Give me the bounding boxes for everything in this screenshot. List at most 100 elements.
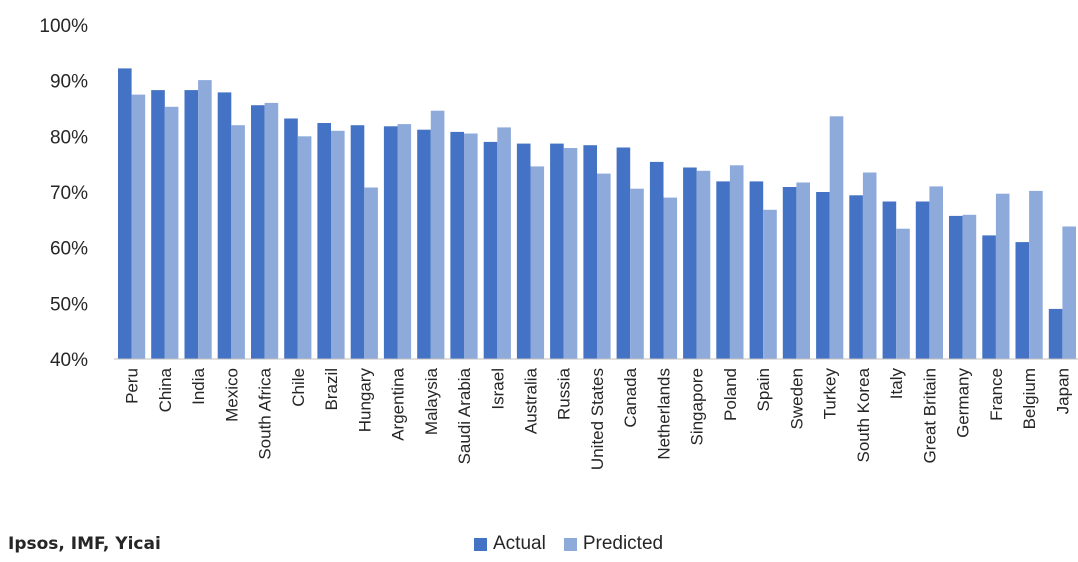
y-tick-label: 80%	[50, 127, 88, 148]
bar-predicted-great-britain	[929, 186, 943, 359]
bar-predicted-italy	[896, 228, 910, 359]
legend-swatch-actual	[474, 537, 487, 551]
bar-predicted-brazil	[331, 130, 345, 359]
bar-predicted-united-states	[597, 173, 611, 359]
source-caption: Ipsos, IMF, Yicai	[8, 534, 161, 554]
bar-actual-japan	[1048, 308, 1063, 359]
bar-predicted-germany	[962, 214, 977, 359]
x-tick-label: United States	[588, 368, 607, 470]
bar-actual-united-states	[583, 145, 597, 359]
x-tick-label: China	[156, 367, 175, 412]
bar-predicted-china	[164, 106, 179, 359]
bar-actual-netherlands	[649, 161, 664, 359]
bar-actual-brazil	[317, 123, 331, 359]
bar-actual-australia	[516, 143, 531, 359]
bar-actual-chile	[284, 118, 298, 359]
bar-actual-malaysia	[417, 129, 431, 359]
bar-actual-india	[184, 90, 199, 359]
bar-predicted-netherlands	[663, 197, 678, 359]
x-tick-label: France	[987, 368, 1006, 421]
bar-actual-spain	[749, 181, 764, 359]
legend-item-actual: Actual	[474, 533, 546, 555]
bar-actual-mexico	[217, 92, 232, 360]
bar-actual-great-britain	[915, 201, 930, 359]
bar-actual-poland	[716, 181, 730, 359]
y-tick-label: 60%	[50, 239, 88, 260]
bar-predicted-sweden	[796, 182, 810, 359]
bar-actual-south-africa	[251, 105, 265, 359]
bar-predicted-turkey	[829, 116, 844, 359]
bar-predicted-spain	[763, 209, 777, 359]
x-tick-label: Singapore	[688, 368, 707, 446]
bar-predicted-belgium	[1029, 190, 1043, 359]
x-tick-label: Chile	[289, 368, 308, 407]
x-tick-label: Japan	[1053, 368, 1072, 414]
bar-actual-germany	[949, 215, 963, 359]
x-tick-label: India	[189, 367, 208, 404]
legend-item-predicted: Predicted	[563, 533, 664, 555]
bar-predicted-south-africa	[264, 102, 279, 360]
legend-label-actual: Actual	[493, 533, 546, 554]
x-tick-label: Netherlands	[655, 368, 674, 460]
x-tick-label: Belgium	[1020, 368, 1039, 429]
x-tick-label: Poland	[721, 368, 740, 421]
bar-predicted-singapore	[696, 170, 711, 359]
bar-predicted-chile	[297, 136, 312, 359]
bar-predicted-hungary	[364, 187, 378, 359]
bar-actual-peru	[118, 68, 132, 360]
bar-predicted-peru	[131, 94, 146, 359]
x-tick-label: Australia	[522, 367, 541, 434]
y-axis-ticks: 40% 50% 60% 70% 80% 90% 100%	[39, 16, 88, 371]
x-tick-label: Israel	[488, 368, 507, 410]
x-tick-label: Malaysia	[422, 367, 441, 435]
bar-predicted-poland	[729, 165, 744, 359]
x-axis-labels: Peru China India Mexico South Africa Chile Bra…	[123, 367, 1073, 470]
y-tick-label: 50%	[50, 294, 88, 315]
bar-predicted-saudi-arabia	[464, 133, 478, 359]
bar-actual-france	[982, 235, 996, 359]
legend-label-predicted: Predicted	[582, 533, 664, 554]
legend: Actual Predicted	[474, 533, 681, 555]
bar-actual-china	[151, 90, 165, 359]
bar-predicted-israel	[497, 127, 511, 360]
x-tick-label: Italy	[887, 368, 906, 400]
bar-predicted-argentina	[397, 124, 412, 359]
x-tick-label: South Korea	[854, 367, 873, 462]
x-tick-label: Peru	[123, 368, 142, 404]
y-tick-label: 90%	[50, 72, 88, 93]
x-tick-label: Germany	[954, 368, 973, 438]
bar-actual-canada	[616, 147, 631, 359]
bar-predicted-japan	[1062, 226, 1076, 359]
bar-actual-sweden	[782, 187, 797, 359]
bar-actual-belgium	[1015, 242, 1030, 359]
bar-actual-turkey	[816, 192, 830, 359]
bar-actual-russia	[550, 143, 564, 359]
x-tick-label: South Africa	[256, 367, 275, 459]
bar-actual-hungary	[350, 125, 365, 359]
bar-actual-israel	[483, 141, 498, 359]
y-tick-label: 70%	[50, 183, 88, 204]
y-tick-label: 40%	[50, 350, 88, 371]
x-tick-label: Canada	[621, 367, 640, 427]
bar-predicted-russia	[563, 148, 578, 359]
bar-predicted-australia	[530, 166, 545, 359]
bar-predicted-canada	[630, 188, 644, 359]
y-tick-label: 100%	[39, 16, 88, 37]
x-tick-label: Brazil	[322, 368, 341, 411]
bar-actual-saudi-arabia	[450, 131, 464, 359]
bars	[118, 68, 1076, 360]
x-tick-label: Great Britain	[920, 368, 939, 463]
x-tick-label: Argentina	[389, 367, 408, 440]
x-tick-label: Turkey	[821, 368, 840, 420]
x-tick-label: Mexico	[222, 368, 241, 422]
legend-swatch-predicted	[563, 537, 577, 551]
x-tick-label: Russia	[555, 367, 574, 420]
bar-actual-south-korea	[849, 195, 863, 359]
bar-predicted-mexico	[231, 125, 245, 359]
bar-predicted-malaysia	[430, 110, 445, 359]
bar-actual-italy	[882, 201, 897, 359]
bar-actual-singapore	[683, 167, 697, 359]
bar-predicted-france	[995, 193, 1010, 359]
bar-actual-argentina	[383, 126, 398, 359]
x-tick-label: Hungary	[355, 368, 374, 433]
